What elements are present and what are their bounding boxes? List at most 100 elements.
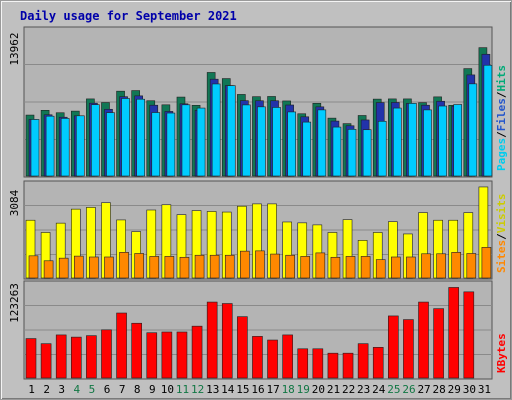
day-label-14: 14 (221, 383, 235, 396)
panel-kbytes: 123263 (8, 280, 493, 380)
bar-pages-day-11 (181, 104, 191, 177)
day-label-19: 19 (297, 383, 310, 396)
day-label-18: 18 (282, 383, 295, 396)
day-label-9: 9 (149, 383, 156, 396)
bar-pages-day-31 (483, 64, 493, 177)
side-legend: Pages/Files/Hits (495, 65, 508, 171)
ymax-label: 3084 (8, 189, 21, 216)
ymax-label: 123263 (8, 283, 21, 323)
bar-sites-day-3 (58, 257, 69, 279)
side-legend: KBytes (495, 333, 508, 373)
day-label-27: 27 (417, 383, 430, 396)
bar-kbytes-day-4 (70, 336, 82, 379)
bar-sites-day-18 (285, 254, 295, 279)
day-label-12: 12 (191, 383, 204, 396)
bar-pages-day-22 (347, 129, 357, 177)
side-legend-part: Visits (495, 194, 508, 234)
side-legend-part: Pages (495, 138, 508, 171)
bar-sites-day-13 (209, 254, 220, 279)
bar-sites-day-16 (255, 250, 265, 279)
bar-pages-day-19 (302, 121, 312, 177)
bar-pages-day-5 (91, 104, 100, 177)
bar-kbytes-day-10 (161, 331, 173, 379)
bar-sites-day-26 (406, 256, 416, 279)
bar-kbytes-day-21 (327, 352, 339, 379)
bar-pages-day-7 (121, 98, 130, 177)
day-label-5: 5 (89, 383, 96, 396)
bar-sites-day-24 (375, 259, 386, 279)
bar-sites-day-21 (330, 256, 341, 279)
day-label-8: 8 (134, 383, 141, 396)
side-legend: Sites/Visits (495, 194, 508, 274)
day-axis: 1 2 3 4 5 6 7 8 9 10 11 12 13 14 15 16 17 18 19 20 21 22 23 24 2… (28, 383, 491, 396)
bar-pages-day-9 (151, 112, 161, 177)
side-legend-part: KBytes (495, 333, 508, 373)
bar-pages-day-27 (423, 109, 432, 177)
day-label-15: 15 (236, 383, 249, 396)
bar-sites-day-15 (240, 250, 250, 279)
bar-pages-day-16 (257, 106, 266, 177)
day-label-7: 7 (119, 383, 126, 396)
ymax-label: 13962 (8, 32, 21, 65)
side-legend-part: Hits (495, 65, 508, 92)
plot-area: 13962 3084 123263 (8, 26, 493, 380)
bar-kbytes-day-15 (237, 316, 248, 379)
bar-kbytes-day-22 (342, 352, 354, 379)
bar-sites-day-29 (451, 252, 462, 279)
bar-kbytes-day-29 (448, 287, 460, 379)
bar-pages-day-3 (60, 118, 70, 177)
bar-kbytes-day-26 (403, 319, 414, 379)
bar-kbytes-day-14 (221, 303, 233, 379)
panel-visits-sites: 3084 (8, 180, 493, 280)
bar-kbytes-day-9 (146, 332, 158, 379)
bar-sites-day-12 (194, 254, 205, 279)
bar-pages-day-30 (468, 83, 478, 177)
day-label-21: 21 (327, 383, 340, 396)
bar-kbytes-day-19 (297, 348, 309, 379)
bar-kbytes-day-17 (267, 339, 278, 379)
bar-sites-day-11 (179, 256, 190, 279)
bar-sites-day-14 (224, 254, 235, 279)
day-label-23: 23 (357, 383, 370, 396)
bar-sites-day-7 (119, 252, 129, 279)
bar-pages-day-24 (377, 120, 387, 177)
day-label-31: 31 (478, 383, 491, 396)
bar-pages-day-1 (30, 119, 40, 177)
bar-pages-day-17 (272, 107, 281, 177)
side-legend-part: Files (495, 98, 508, 131)
bar-pages-day-26 (408, 103, 417, 177)
bar-pages-day-13 (211, 83, 221, 177)
day-label-16: 16 (251, 383, 264, 396)
bar-sites-day-17 (270, 253, 280, 279)
bar-sites-day-10 (164, 256, 175, 279)
bar-kbytes-day-30 (463, 291, 475, 379)
bar-kbytes-day-16 (252, 336, 263, 379)
bar-sites-day-22 (345, 256, 356, 279)
day-label-13: 13 (206, 383, 219, 396)
bar-kbytes-day-11 (176, 331, 188, 379)
bar-kbytes-day-6 (101, 329, 112, 379)
day-label-20: 20 (312, 383, 325, 396)
bar-pages-day-4 (75, 115, 85, 177)
chart-title: Daily usage for September 2021 (20, 9, 237, 23)
bar-sites-day-5 (89, 256, 99, 279)
bar-sites-day-30 (466, 253, 477, 279)
bar-pages-day-6 (106, 112, 115, 177)
bar-kbytes-day-25 (388, 315, 399, 379)
bar-sites-day-28 (436, 253, 446, 279)
bar-kbytes-day-5 (86, 335, 97, 379)
bar-kbytes-day-23 (357, 343, 369, 379)
day-label-3: 3 (58, 383, 65, 396)
bar-kbytes-day-28 (433, 308, 444, 379)
day-label-28: 28 (433, 383, 446, 396)
bar-sites-day-20 (315, 252, 326, 279)
bar-pages-day-12 (196, 107, 206, 177)
side-legend-part: / (495, 91, 508, 98)
side-legend-part: / (495, 233, 508, 240)
day-label-30: 30 (463, 383, 476, 396)
day-label-22: 22 (342, 383, 355, 396)
day-label-29: 29 (448, 383, 461, 396)
bar-sites-day-2 (43, 260, 54, 279)
bar-kbytes-day-20 (312, 348, 324, 379)
